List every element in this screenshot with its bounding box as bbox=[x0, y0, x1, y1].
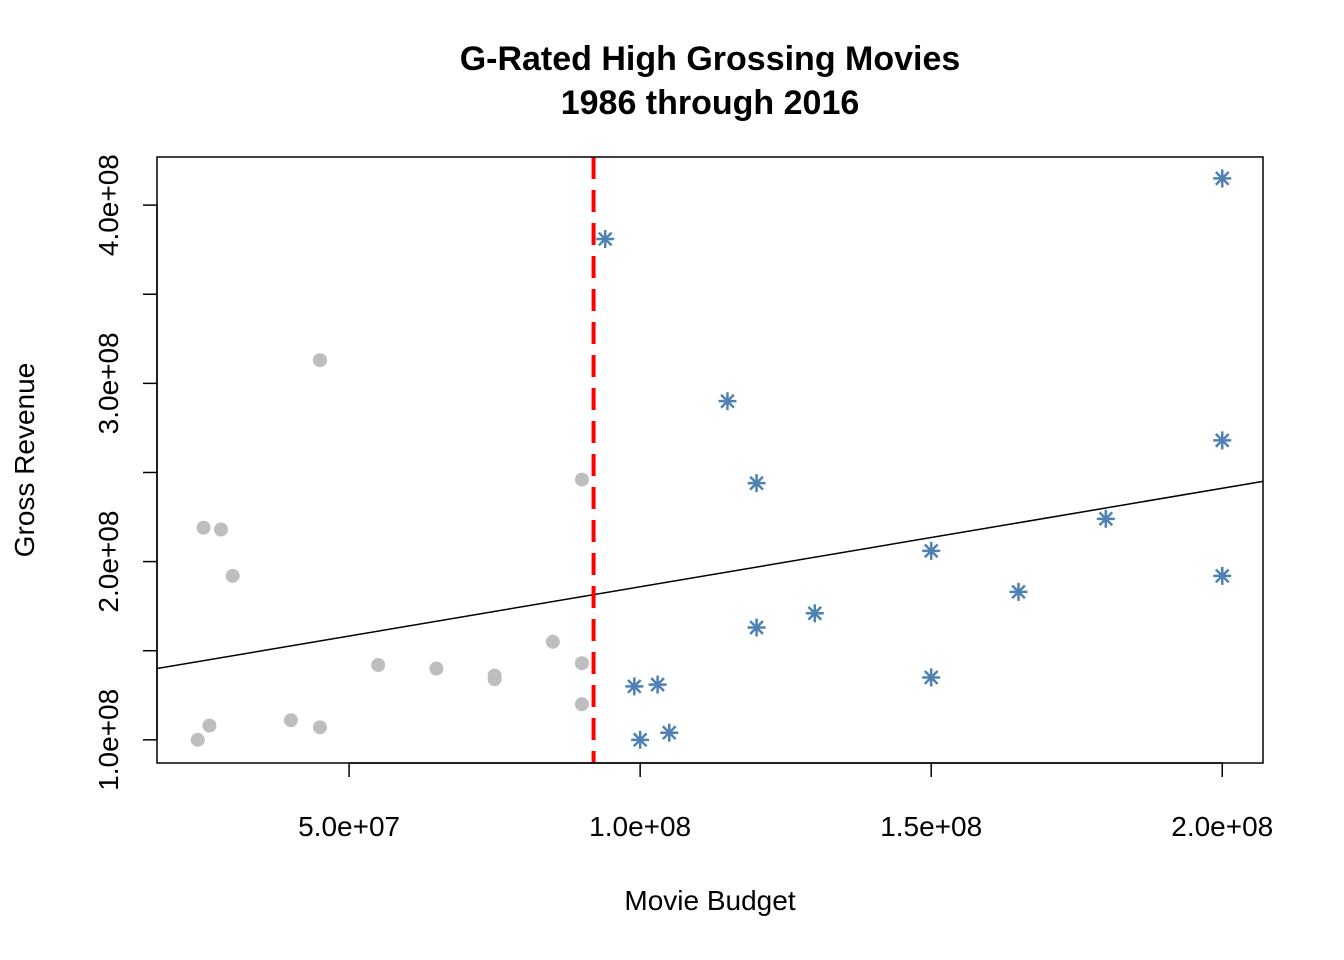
data-point-asterisk bbox=[747, 618, 766, 637]
data-point-asterisk bbox=[747, 474, 766, 493]
regression-line bbox=[157, 480, 1263, 670]
data-point-gray bbox=[190, 732, 205, 747]
data-point-asterisk bbox=[660, 723, 679, 742]
data-point-asterisk bbox=[596, 229, 615, 248]
data-point-asterisk bbox=[718, 392, 737, 411]
data-point-gray bbox=[202, 718, 217, 733]
data-point-asterisk bbox=[922, 541, 941, 560]
y-axis-label: Gross Revenue bbox=[9, 363, 40, 558]
y-tick-label: 1.0e+08 bbox=[93, 689, 124, 791]
data-point-gray bbox=[574, 656, 589, 671]
x-tick-label: 1.5e+08 bbox=[880, 811, 982, 842]
data-point-gray bbox=[545, 634, 560, 649]
chart-title: G-Rated High Grossing Movies bbox=[460, 40, 961, 78]
plot-area: 5.0e+07 1.0e+08 1.5e+08 2.0e+08 1.0e+08 2.0e+… bbox=[93, 154, 1273, 842]
x-tick-label: 2.0e+08 bbox=[1171, 811, 1273, 842]
y-tick-label: 4.0e+08 bbox=[93, 154, 124, 256]
data-point-asterisk bbox=[1009, 582, 1028, 601]
data-point-asterisk bbox=[922, 668, 941, 687]
data-point-gray bbox=[196, 520, 211, 535]
data-point-gray bbox=[312, 720, 327, 735]
data-point-gray bbox=[487, 672, 502, 687]
data-point-gray bbox=[574, 697, 589, 712]
x-axis-label: Movie Budget bbox=[624, 885, 795, 916]
data-point-gray bbox=[225, 568, 240, 583]
data-point-gray bbox=[371, 657, 386, 672]
data-point-asterisk bbox=[1096, 509, 1115, 528]
plot-frame bbox=[156, 156, 1264, 764]
data-point-asterisk bbox=[1213, 169, 1232, 188]
x-tick-label: 1.0e+08 bbox=[589, 811, 691, 842]
data-point-asterisk bbox=[1213, 431, 1232, 450]
data-point-gray bbox=[574, 472, 589, 487]
data-point-asterisk bbox=[625, 677, 644, 696]
data-point-asterisk bbox=[805, 604, 824, 623]
data-point-asterisk bbox=[648, 675, 667, 694]
x-tick-label: 5.0e+07 bbox=[298, 811, 400, 842]
data-point-gray bbox=[214, 522, 229, 537]
y-tick-label: 2.0e+08 bbox=[93, 511, 124, 613]
chart-subtitle: 1986 through 2016 bbox=[561, 84, 860, 122]
data-point-asterisk bbox=[1213, 566, 1232, 585]
data-point-asterisk bbox=[631, 730, 650, 749]
y-tick-label: 3.0e+08 bbox=[93, 332, 124, 434]
data-point-gray bbox=[312, 353, 327, 368]
data-point-gray bbox=[429, 661, 444, 676]
data-point-gray bbox=[283, 713, 298, 728]
